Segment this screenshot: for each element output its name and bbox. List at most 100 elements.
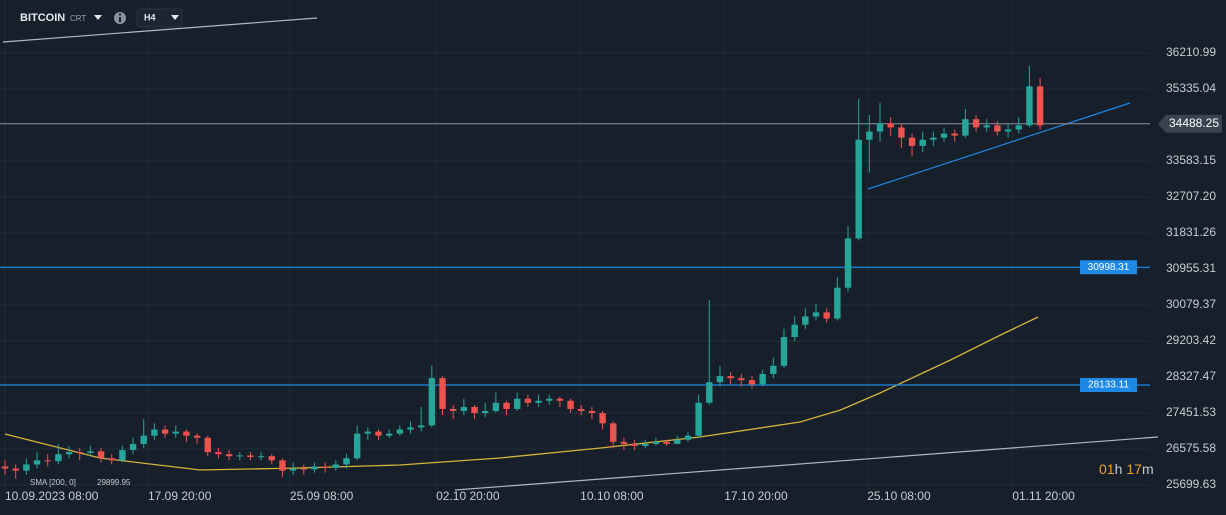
candle-body	[321, 466, 329, 468]
candle-body	[343, 458, 350, 465]
x-tick-label: 17.10 20:00	[724, 489, 788, 503]
x-tick-label: 01.11 20:00	[1012, 489, 1075, 503]
candle-body	[460, 406, 468, 412]
dropdown-caret[interactable]	[171, 15, 179, 20]
countdown-part: h	[1115, 461, 1123, 477]
candle-body	[439, 378, 446, 409]
candle-body	[108, 458, 115, 461]
candle-body	[353, 433, 361, 459]
candle-body	[663, 441, 670, 444]
candle-body	[449, 408, 457, 412]
dropdown-caret[interactable]	[94, 15, 102, 20]
candle-body	[791, 324, 798, 338]
countdown-part: 01	[1099, 461, 1115, 477]
candle-body	[225, 454, 233, 457]
candle-body	[834, 287, 841, 319]
candle-body	[417, 425, 425, 428]
candle-body	[12, 468, 19, 471]
candle-body	[236, 455, 243, 457]
candle-body	[866, 131, 873, 140]
candle-body	[855, 139, 862, 239]
candle-body	[567, 400, 574, 409]
candle-body	[738, 378, 745, 381]
candle-body	[151, 429, 158, 436]
candle-body	[631, 443, 638, 446]
y-tick-label: 30079.37	[1166, 297, 1216, 311]
x-tick-label: 10.09.2023 08:00	[5, 489, 99, 503]
candle-body	[257, 456, 265, 458]
candle-body	[428, 378, 436, 426]
candle-body	[375, 431, 382, 436]
candle-body	[951, 133, 958, 136]
candle-body	[919, 139, 926, 146]
candle-body	[268, 456, 275, 461]
candle-body	[898, 127, 905, 138]
candle-body	[674, 439, 681, 444]
candle-body	[770, 365, 777, 375]
candle-body	[97, 451, 105, 459]
level-label: 28133.11	[1088, 380, 1129, 391]
y-tick-label: 29203.42	[1166, 333, 1216, 347]
candle-body	[556, 398, 564, 401]
y-tick-label: 32707.20	[1166, 189, 1216, 203]
x-tick-label: 10.10 08:00	[580, 489, 644, 503]
y-tick-label: 30955.31	[1166, 261, 1216, 275]
candle-body	[706, 382, 713, 403]
candle-body	[407, 427, 414, 430]
trend-line[interactable]	[2, 17, 318, 43]
candle-body	[1015, 125, 1022, 130]
candle-body	[887, 123, 894, 128]
candle-body	[1036, 86, 1044, 126]
candle-body	[471, 406, 478, 414]
candle-body	[599, 413, 606, 424]
instrument-name[interactable]: BITCOIN	[20, 12, 65, 24]
candle-body	[87, 451, 94, 453]
candle-body	[983, 125, 990, 128]
candle-body	[279, 460, 286, 471]
countdown: 01h 17m	[1099, 461, 1154, 477]
candle-body	[385, 433, 393, 436]
candle-body	[289, 468, 297, 471]
x-tick-label: 02.10 20:00	[436, 489, 500, 503]
x-tick-label: 25.09 08:00	[290, 489, 354, 503]
level-label-box	[1080, 260, 1137, 275]
trend-line[interactable]	[867, 102, 1131, 190]
candle-body	[652, 441, 660, 444]
candle-body	[119, 450, 126, 461]
candle-body	[940, 133, 948, 138]
candle-body	[620, 441, 628, 444]
candle-body	[1004, 129, 1012, 132]
candle-body	[727, 376, 734, 379]
candle-body	[482, 411, 489, 414]
candle-body	[994, 125, 1001, 132]
candle-body	[748, 380, 756, 385]
candle-body	[129, 443, 137, 451]
candle-body	[823, 312, 830, 319]
candle-body	[524, 398, 532, 403]
candle-body	[759, 374, 766, 385]
candle-body	[55, 454, 62, 462]
timeframe-select[interactable]	[136, 8, 183, 28]
y-tick-label: 26575.58	[1166, 441, 1216, 455]
candle-body	[1026, 86, 1033, 126]
candle-body	[642, 443, 649, 446]
candle-body	[802, 316, 809, 325]
candle-body	[908, 137, 916, 146]
candle-body	[503, 402, 510, 409]
candle-body	[311, 466, 318, 470]
candle-body	[1, 466, 9, 469]
candle-body	[716, 376, 724, 383]
candle-body	[65, 452, 73, 455]
price-tag	[1158, 114, 1222, 133]
candle-body	[364, 431, 372, 434]
candle-body	[514, 398, 521, 409]
candle-body	[161, 429, 169, 434]
candle-body	[247, 455, 254, 458]
candle-body	[44, 460, 51, 462]
candle-body	[396, 429, 404, 434]
level-label-box	[1080, 377, 1137, 392]
info-icon-glyph	[119, 13, 121, 16]
trend-line[interactable]	[454, 436, 1159, 491]
sma-value: 29899.95	[97, 478, 131, 487]
